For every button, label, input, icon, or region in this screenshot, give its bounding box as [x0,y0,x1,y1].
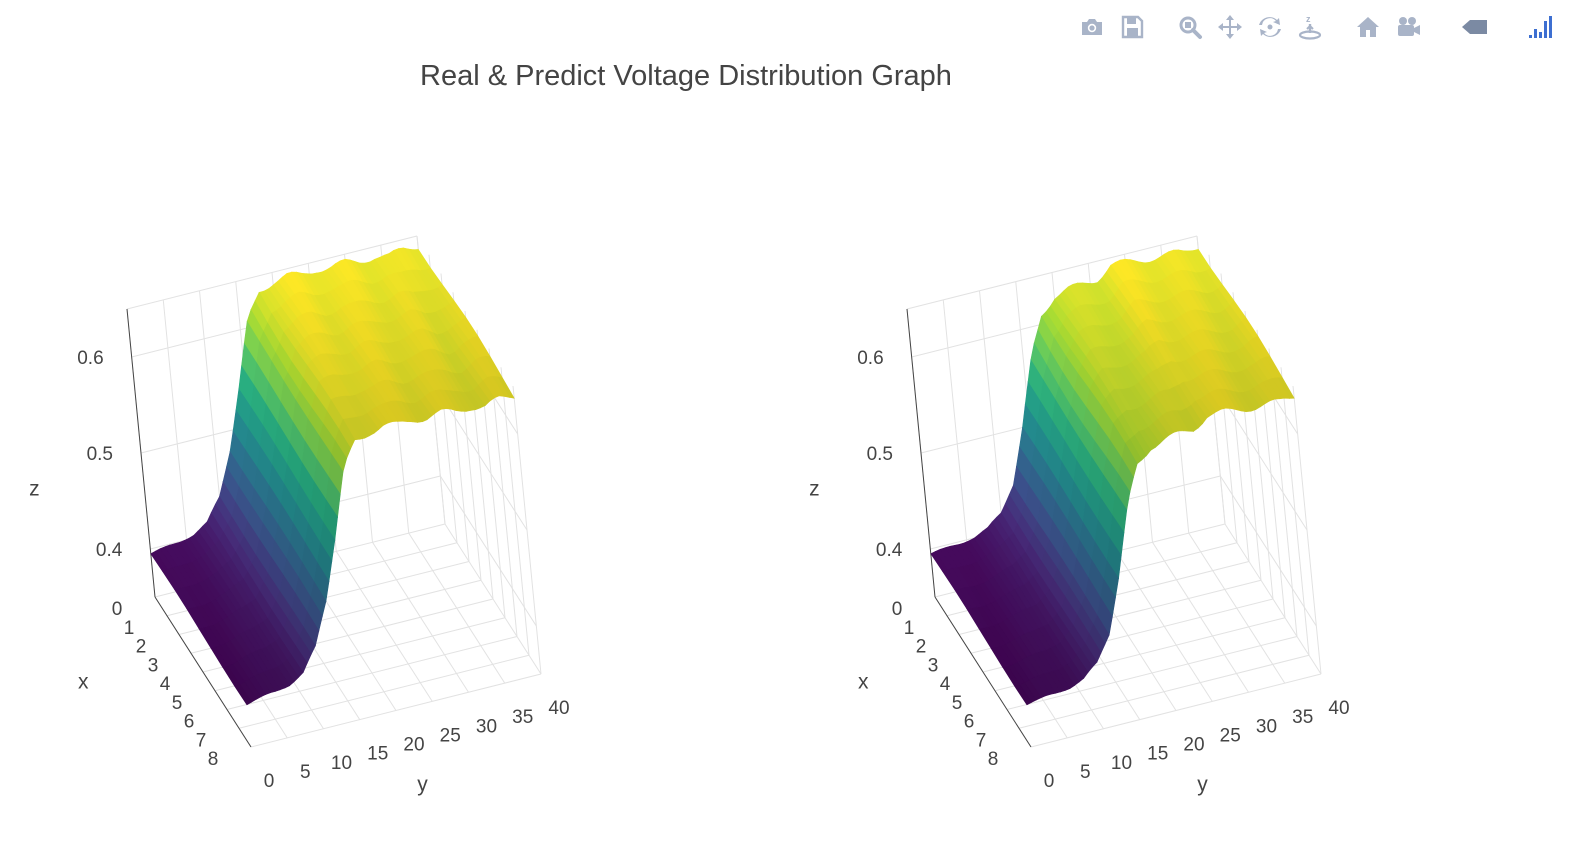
x-axis-line [934,596,1032,748]
y-tick-label: 0 [264,771,275,792]
home-button[interactable] [1352,11,1384,43]
modebar-group: z [1174,11,1326,43]
floor-grid-line [226,636,518,710]
x-tick-label: 4 [160,674,171,695]
y-axis-title: y [417,773,428,796]
camera-view-icon [1398,17,1420,36]
y-axis-title: y [1197,773,1208,796]
x-tick-label: 1 [904,618,915,639]
wall-grid-line [906,235,1198,310]
x-tick-label: 5 [172,693,183,714]
plotly-logo-icon [1529,16,1552,38]
grid-lines [126,235,542,748]
x-tick-label: 8 [208,749,219,770]
x-axis-title: x [78,671,89,694]
floor-grid-line [1018,654,1310,729]
y-tick-label: 20 [403,735,424,756]
x-tick-label: 8 [988,749,999,770]
z-tick-label: 0.4 [96,540,123,561]
z-tick-label: 0.6 [857,348,883,369]
y-tick-label: 25 [440,725,461,746]
x-tick-label: 3 [148,655,159,676]
zoom-icon [1179,16,1202,39]
chart-title: Real & Predict Voltage Distribution Grap… [420,60,952,92]
y-tick-label: 10 [331,753,352,774]
modebar-group [1450,11,1498,43]
y-tick-label: 40 [548,698,569,719]
pan-icon [1218,15,1242,39]
x-tick-label: 6 [964,712,975,733]
surface-patch [150,550,168,572]
x-tick-label: 2 [136,637,147,658]
floor-grid-line [250,673,542,748]
z-axis-line [126,308,156,598]
x-tick-label: 7 [196,730,207,751]
pan-button[interactable] [1214,11,1246,43]
camera-button[interactable] [1076,11,1108,43]
hover-toggle-button[interactable] [1450,11,1498,43]
y-tick-label: 25 [1220,725,1241,746]
y-tick-label: 35 [512,707,533,728]
surface-mesh [150,247,515,706]
zoom-button[interactable] [1174,11,1206,43]
z-tick-label: 0.5 [867,444,893,465]
home-icon [1357,17,1379,37]
z-tick-label: 0.4 [876,540,903,561]
surface-patch [930,551,948,572]
y-tick-label: 30 [1256,716,1277,737]
hover-toggle-icon [1462,20,1487,34]
svg-text:z: z [1306,14,1311,24]
camera-view-button[interactable] [1392,11,1424,43]
y-tick-label: 15 [367,744,388,765]
x-tick-label: 4 [940,674,951,695]
y-tick-label: 40 [1328,698,1349,719]
orbit-rotation-icon [1259,17,1281,37]
y-tick-label: 5 [1080,762,1091,783]
x-tick-label: 2 [916,637,927,658]
z-axis-title: z [29,478,40,501]
y-tick-label: 10 [1111,753,1132,774]
plotly-logo-button[interactable] [1524,11,1556,43]
modebar-group [1352,11,1424,43]
x-tick-label: 0 [892,599,903,620]
camera-icon [1082,19,1102,35]
wall-grid-line [439,475,537,627]
z-tick-label: 0.6 [77,348,103,369]
y-tick-label: 35 [1292,707,1313,728]
surface-mesh [930,249,1295,706]
turntable-rotation-button[interactable]: z [1294,11,1326,43]
y-tick-label: 20 [1183,735,1204,756]
x-tick-label: 3 [928,655,939,676]
z-axis-title: z [809,478,820,501]
wall-grid-line [126,235,418,310]
x-tick-label: 6 [184,712,195,733]
z-axis-line [906,308,936,598]
y-tick-label: 15 [1147,744,1168,765]
save-icon [1121,15,1144,39]
modebar-group [1076,11,1148,43]
save-button[interactable] [1116,11,1148,43]
wall-grid-line [1219,475,1317,627]
floor-grid-line [1030,673,1322,748]
y-tick-label: 5 [300,762,311,783]
x-tick-label: 7 [976,730,987,751]
floor-grid-line [1006,636,1298,710]
x-tick-label: 1 [124,618,135,639]
x-tick-label: 5 [952,693,963,714]
y-tick-label: 0 [1044,771,1055,792]
modebar: z [1060,8,1556,46]
x-axis-title: x [858,671,869,694]
modebar-group [1524,11,1556,43]
z-tick-label: 0.5 [87,444,113,465]
x-axis-line [154,596,252,748]
x-tick-label: 0 [112,599,123,620]
orbit-rotation-button[interactable] [1254,11,1286,43]
turntable-rotation-icon: z [1298,14,1322,40]
floor-grid-line [238,654,530,729]
y-tick-label: 30 [476,716,497,737]
